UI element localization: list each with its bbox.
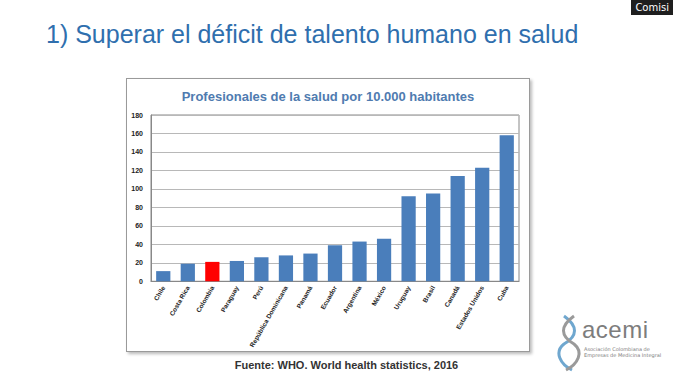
svg-text:Cuba: Cuba [496, 284, 510, 302]
html-text:Fuente: WHO. World health stat: Fuente: WHO. World health statistics, 20… [234, 359, 459, 371]
svg-text:100: 100 [131, 185, 143, 192]
svg-text:Costa Rica: Costa Rica [168, 284, 191, 317]
svg-text:Profesionales de la salud por: Profesionales de la salud por 10.000 hab… [182, 89, 475, 104]
svg-text:20: 20 [135, 259, 143, 266]
svg-text:40: 40 [135, 241, 143, 248]
svg-text:60: 60 [135, 222, 143, 229]
svg-text:Argentina: Argentina [341, 284, 363, 315]
html-text:acemi: acemi [582, 316, 649, 343]
svg-text:160: 160 [131, 130, 143, 137]
html-text:1) Superar el déficit de talen: 1) Superar el déficit de talento humano … [46, 20, 579, 48]
html-text:Comisi: Comisi [635, 2, 669, 13]
svg-text:Perú: Perú [251, 285, 264, 301]
svg-text:México: México [370, 284, 387, 307]
html-text:Asociación Colombiana de: Asociación Colombiana de [584, 346, 650, 352]
svg-text:Colombia: Colombia [195, 284, 216, 313]
svg-text:Canadá: Canadá [443, 284, 461, 308]
svg-text:0: 0 [139, 278, 143, 285]
svg-text:80: 80 [135, 204, 143, 211]
svg-text:120: 120 [131, 167, 143, 174]
svg-text:Brasil: Brasil [421, 284, 436, 303]
html-text:Empresas de Medicina Integral: Empresas de Medicina Integral [584, 352, 662, 358]
svg-text:Panamá: Panamá [295, 284, 314, 309]
svg-text:Uruguay: Uruguay [392, 284, 412, 311]
svg-text:Estados Unidos: Estados Unidos [455, 284, 486, 330]
svg-text:180: 180 [131, 112, 143, 119]
svg-text:Paraguay: Paraguay [219, 284, 241, 314]
svg-text:Chile: Chile [152, 284, 166, 302]
svg-text:Ecuador: Ecuador [319, 284, 338, 310]
svg-text:140: 140 [131, 148, 143, 155]
svg-text:República Dominicana: República Dominicana [248, 284, 290, 349]
